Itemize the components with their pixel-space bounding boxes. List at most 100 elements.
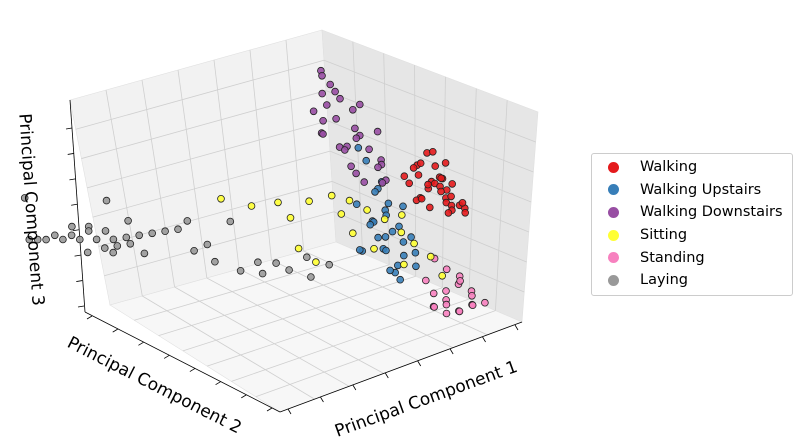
data-point-laying bbox=[126, 240, 135, 248]
data-point-laying bbox=[109, 235, 118, 244]
data-point-walking-upstairs bbox=[411, 248, 420, 257]
data-point-walking-downstairs bbox=[348, 106, 357, 114]
data-point-sitting bbox=[397, 211, 406, 219]
data-point-standing bbox=[442, 287, 450, 295]
data-point-laying bbox=[254, 258, 262, 267]
data-point-walking-upstairs bbox=[374, 233, 382, 242]
data-point-walking-downstairs bbox=[347, 162, 355, 171]
floor-pane-grid-line bbox=[142, 295, 315, 400]
data-point-laying bbox=[92, 235, 101, 244]
data-point-laying bbox=[122, 233, 131, 242]
data-point-sitting bbox=[327, 191, 336, 200]
data-point-laying bbox=[42, 235, 50, 244]
left-pane-grid-line bbox=[177, 69, 208, 279]
data-point-walking-upstairs bbox=[399, 251, 408, 260]
data-point-walking-upstairs bbox=[371, 188, 379, 196]
z-axis-tick bbox=[71, 203, 78, 206]
floor-pane-grid-line bbox=[174, 286, 350, 387]
data-point-laying bbox=[272, 259, 280, 267]
left-pane-grid-line bbox=[81, 90, 327, 159]
data-point-walking-downstairs bbox=[332, 115, 340, 123]
right-pane-grid-line bbox=[468, 88, 477, 300]
y-axis-tick bbox=[189, 368, 196, 372]
data-point-walking bbox=[447, 192, 455, 201]
x-axis-tick bbox=[514, 324, 519, 331]
data-point-walking-upstairs bbox=[388, 227, 397, 236]
data-point-laying bbox=[285, 266, 293, 274]
data-point-laying bbox=[67, 231, 76, 240]
z-axis-tick bbox=[77, 305, 85, 308]
data-point-sitting bbox=[426, 252, 435, 261]
data-point-standing bbox=[455, 307, 464, 316]
data-point-walking-upstairs bbox=[412, 262, 420, 271]
data-point-sitting bbox=[397, 228, 406, 237]
data-point-walking-downstairs bbox=[378, 179, 387, 187]
right-pane-grid-line bbox=[331, 181, 527, 263]
data-point-sitting bbox=[305, 197, 313, 206]
y-axis-tick bbox=[86, 315, 93, 320]
data-point-walking-downstairs bbox=[351, 124, 359, 133]
data-point-sitting bbox=[217, 195, 225, 203]
data-point-sitting bbox=[345, 196, 354, 205]
data-point-walking-upstairs bbox=[399, 238, 408, 246]
data-point-walking-upstairs bbox=[399, 202, 407, 211]
data-point-sitting bbox=[337, 210, 346, 218]
data-point-laying bbox=[68, 222, 76, 231]
legend-label: Walking bbox=[640, 159, 698, 176]
axes-panes bbox=[69, 29, 539, 413]
left-pane-grid-line bbox=[92, 150, 331, 218]
data-point-standing bbox=[442, 300, 451, 309]
data-point-walking-downstairs bbox=[309, 107, 318, 116]
data-point-sitting bbox=[363, 206, 371, 214]
data-point-walking-downstairs bbox=[326, 80, 335, 89]
data-point-walking-upstairs bbox=[384, 199, 393, 208]
data-point-laying bbox=[148, 229, 157, 238]
data-point-laying bbox=[236, 266, 245, 275]
data-point-walking-downstairs bbox=[322, 101, 331, 109]
data-point-walking-downstairs bbox=[336, 94, 344, 103]
floor-pane-grid-line bbox=[207, 287, 443, 367]
data-point-walking bbox=[461, 209, 470, 217]
data-point-sitting bbox=[410, 239, 418, 248]
data-point-laying bbox=[211, 257, 219, 266]
data-point-sitting bbox=[370, 245, 378, 253]
data-point-laying bbox=[302, 253, 311, 262]
x-axis-tick bbox=[352, 384, 357, 391]
z-axis-tick bbox=[67, 153, 74, 155]
left-pane-grid-line bbox=[141, 79, 175, 288]
data-point-walking-upstairs bbox=[381, 233, 390, 241]
legend-marker bbox=[608, 274, 619, 286]
data-point-walking-upstairs bbox=[382, 246, 390, 255]
floor-pane-grid-line bbox=[255, 310, 496, 398]
data-point-walking bbox=[444, 209, 453, 217]
data-point-walking-upstairs bbox=[366, 220, 375, 229]
data-point-laying bbox=[113, 242, 122, 250]
data-point-walking-upstairs bbox=[355, 246, 364, 254]
data-point-standing bbox=[429, 289, 438, 298]
data-point-walking-downstairs bbox=[318, 89, 327, 98]
right-pane-grid-line bbox=[333, 211, 525, 293]
data-point-walking-upstairs bbox=[386, 266, 394, 275]
data-point-laying bbox=[307, 273, 315, 281]
data-point-walking-upstairs bbox=[396, 275, 405, 284]
x-axis-tick bbox=[449, 348, 454, 355]
left-pane-grid-line bbox=[75, 59, 325, 130]
legend-marker bbox=[608, 206, 619, 218]
left-pane-grid-line bbox=[249, 49, 272, 261]
floor-pane-grid-line bbox=[231, 298, 469, 382]
data-point-laying bbox=[203, 240, 212, 249]
legend-item: Walking Upstairs bbox=[592, 179, 792, 202]
data-point-walking-upstairs bbox=[393, 261, 402, 270]
right-pane-grid-line bbox=[383, 53, 390, 265]
legend-label: Sitting bbox=[640, 227, 688, 244]
y-axis-tick bbox=[138, 341, 144, 346]
y-axis-tick bbox=[112, 328, 118, 333]
data-point-walking-upstairs bbox=[362, 156, 371, 165]
x-axis-line bbox=[279, 321, 523, 413]
z-axis-line bbox=[69, 99, 86, 313]
z-axis-label: Principal Component 3 bbox=[14, 113, 47, 307]
data-point-laying bbox=[102, 196, 111, 205]
data-point-walking bbox=[431, 162, 440, 170]
data-point-laying bbox=[325, 260, 334, 269]
data-point-laying bbox=[226, 217, 235, 226]
